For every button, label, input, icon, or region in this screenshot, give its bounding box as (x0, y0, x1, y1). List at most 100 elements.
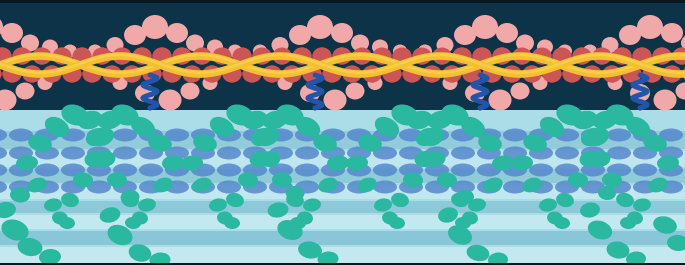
Ellipse shape (496, 23, 518, 43)
Ellipse shape (399, 129, 423, 142)
Ellipse shape (273, 47, 292, 64)
Ellipse shape (82, 65, 101, 82)
Ellipse shape (313, 92, 318, 97)
Ellipse shape (555, 147, 579, 160)
Ellipse shape (193, 134, 216, 152)
Ellipse shape (140, 82, 146, 87)
Ellipse shape (132, 47, 151, 64)
Ellipse shape (191, 164, 215, 176)
Ellipse shape (403, 65, 421, 82)
Ellipse shape (638, 105, 643, 111)
Ellipse shape (633, 147, 657, 160)
Ellipse shape (523, 65, 542, 82)
Ellipse shape (633, 164, 657, 176)
Ellipse shape (332, 47, 351, 64)
Ellipse shape (138, 198, 156, 211)
Ellipse shape (451, 164, 475, 176)
Bar (0, 201, 685, 213)
Ellipse shape (353, 47, 371, 64)
Ellipse shape (243, 180, 267, 193)
Ellipse shape (3, 65, 21, 82)
Ellipse shape (295, 147, 319, 160)
Ellipse shape (466, 245, 489, 261)
Ellipse shape (21, 34, 39, 51)
Ellipse shape (477, 180, 501, 193)
Ellipse shape (87, 164, 111, 176)
Ellipse shape (659, 164, 683, 176)
Ellipse shape (529, 180, 553, 193)
Ellipse shape (44, 198, 62, 211)
Ellipse shape (243, 164, 267, 176)
Ellipse shape (593, 47, 612, 64)
Ellipse shape (593, 47, 612, 64)
Ellipse shape (139, 164, 163, 176)
Ellipse shape (443, 65, 462, 82)
Ellipse shape (0, 15, 3, 39)
Ellipse shape (286, 193, 304, 207)
Ellipse shape (612, 47, 632, 64)
Ellipse shape (373, 47, 392, 64)
Ellipse shape (173, 47, 192, 64)
Ellipse shape (581, 180, 605, 193)
Ellipse shape (0, 147, 7, 160)
Ellipse shape (529, 147, 553, 160)
Ellipse shape (148, 134, 172, 152)
Ellipse shape (645, 89, 649, 94)
Ellipse shape (166, 23, 188, 43)
Ellipse shape (277, 220, 303, 240)
Ellipse shape (232, 47, 251, 64)
Ellipse shape (587, 128, 609, 146)
Ellipse shape (408, 111, 432, 129)
Ellipse shape (555, 129, 579, 142)
Ellipse shape (581, 164, 605, 176)
Ellipse shape (162, 65, 182, 82)
Ellipse shape (12, 47, 32, 64)
Ellipse shape (61, 180, 85, 193)
Ellipse shape (123, 65, 142, 82)
Ellipse shape (149, 253, 171, 265)
Ellipse shape (39, 249, 61, 265)
Ellipse shape (620, 217, 636, 229)
Ellipse shape (103, 65, 121, 82)
Ellipse shape (393, 47, 412, 64)
Ellipse shape (53, 47, 71, 64)
Ellipse shape (645, 76, 649, 80)
Ellipse shape (512, 47, 532, 64)
Bar (0, 0, 685, 3)
Ellipse shape (547, 211, 563, 224)
Ellipse shape (492, 156, 514, 171)
Ellipse shape (603, 65, 621, 82)
Ellipse shape (399, 164, 423, 176)
Ellipse shape (73, 47, 92, 64)
Ellipse shape (32, 47, 51, 64)
Ellipse shape (477, 105, 482, 111)
Ellipse shape (648, 178, 668, 192)
Ellipse shape (588, 220, 612, 240)
Ellipse shape (477, 147, 501, 160)
Ellipse shape (319, 178, 338, 192)
Ellipse shape (306, 82, 310, 87)
Ellipse shape (203, 65, 221, 82)
Ellipse shape (653, 47, 671, 64)
Ellipse shape (62, 104, 88, 126)
Ellipse shape (165, 164, 189, 176)
Ellipse shape (382, 65, 401, 82)
Ellipse shape (253, 47, 271, 64)
Ellipse shape (238, 173, 258, 188)
Ellipse shape (532, 76, 547, 90)
Ellipse shape (323, 65, 342, 82)
Ellipse shape (295, 180, 319, 193)
Ellipse shape (282, 65, 301, 82)
Ellipse shape (453, 47, 471, 64)
Ellipse shape (319, 102, 325, 107)
Ellipse shape (456, 190, 474, 204)
Ellipse shape (418, 45, 432, 58)
Ellipse shape (269, 164, 293, 176)
Ellipse shape (582, 65, 601, 82)
Ellipse shape (503, 65, 521, 82)
Ellipse shape (347, 147, 371, 160)
Ellipse shape (147, 85, 151, 90)
Ellipse shape (173, 47, 192, 64)
Ellipse shape (451, 180, 475, 193)
Ellipse shape (182, 65, 201, 82)
